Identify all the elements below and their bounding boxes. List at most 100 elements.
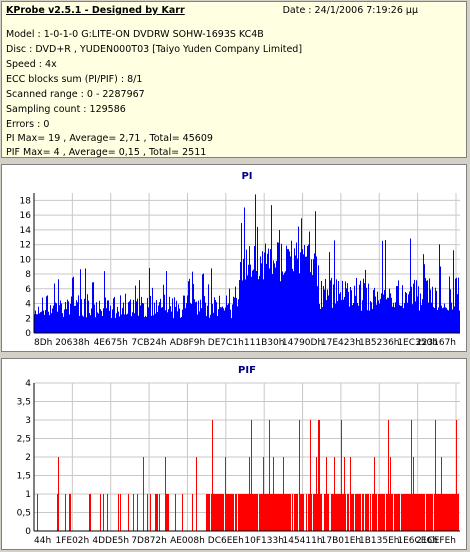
- data-bar: [249, 246, 250, 333]
- data-bar: [387, 297, 388, 333]
- data-bar: [417, 296, 418, 333]
- data-bar: [326, 457, 327, 531]
- data-bar: [252, 270, 253, 333]
- data-bar: [450, 289, 451, 333]
- data-bar: [293, 271, 294, 333]
- y-tick-label: 1,5: [17, 472, 31, 482]
- data-bar: [345, 281, 346, 333]
- data-bar: [118, 494, 119, 531]
- data-bar: [364, 283, 365, 333]
- data-bar: [428, 494, 429, 531]
- data-bar: [181, 316, 182, 333]
- data-bar: [278, 242, 279, 333]
- data-bar: [376, 304, 377, 333]
- data-bar: [399, 304, 400, 333]
- data-bar: [254, 246, 255, 333]
- data-bar: [318, 265, 319, 333]
- data-bar: [336, 279, 337, 333]
- data-bar: [287, 249, 288, 333]
- data-bar: [424, 494, 425, 531]
- data-bar: [221, 494, 222, 531]
- data-bar: [325, 494, 326, 531]
- data-bar: [242, 280, 243, 333]
- data-bar: [350, 287, 351, 333]
- data-bar: [195, 302, 196, 333]
- data-bar: [276, 494, 277, 531]
- data-bar: [405, 291, 406, 333]
- data-bar: [120, 494, 121, 531]
- data-bar: [353, 303, 354, 333]
- data-bar: [179, 308, 180, 333]
- data-bar: [408, 494, 409, 531]
- data-bar: [171, 311, 172, 333]
- data-bar: [46, 296, 47, 333]
- data-bar: [223, 494, 224, 531]
- data-bar: [190, 302, 191, 333]
- data-bar: [260, 494, 261, 531]
- data-bar: [116, 313, 117, 333]
- data-bar: [210, 314, 211, 333]
- data-bar: [65, 301, 66, 333]
- data-bar: [311, 259, 312, 333]
- data-bar: [418, 494, 419, 531]
- data-bar: [356, 277, 357, 333]
- data-bar: [146, 316, 147, 333]
- data-bar: [385, 239, 386, 333]
- data-bar: [368, 283, 369, 333]
- data-bar: [168, 494, 169, 531]
- data-bar: [204, 296, 205, 333]
- data-bar: [176, 300, 177, 333]
- data-bar: [276, 260, 277, 333]
- data-bar: [313, 494, 314, 531]
- data-bar: [458, 494, 459, 531]
- y-tick-label: 3: [25, 416, 31, 426]
- data-bar: [205, 302, 206, 333]
- data-bar: [272, 494, 273, 531]
- y-tick-label: 14: [20, 226, 32, 236]
- data-bar: [381, 293, 382, 333]
- data-bar: [267, 253, 268, 333]
- data-bar: [122, 308, 123, 333]
- data-bar: [245, 279, 246, 333]
- data-bar: [386, 494, 387, 531]
- data-bar: [55, 302, 56, 333]
- data-bar: [457, 494, 458, 531]
- data-bar: [226, 295, 227, 333]
- data-bar: [253, 494, 254, 531]
- data-bar: [107, 494, 108, 531]
- data-bar: [436, 494, 437, 531]
- data-bar: [37, 494, 38, 531]
- data-bar: [202, 274, 203, 333]
- data-bar: [329, 252, 330, 333]
- data-bar: [322, 307, 323, 333]
- data-bar: [48, 311, 49, 333]
- data-bar: [244, 207, 245, 333]
- data-bar: [443, 494, 444, 531]
- data-bar: [405, 494, 406, 531]
- data-bar: [432, 494, 433, 531]
- data-bar: [359, 284, 360, 333]
- data-bar: [286, 245, 287, 333]
- data-bar: [65, 494, 66, 531]
- data-bar: [349, 306, 350, 333]
- data-bar: [455, 494, 456, 531]
- data-bar: [188, 281, 189, 333]
- data-bar: [38, 306, 39, 333]
- data-bar: [166, 494, 167, 531]
- data-bar: [208, 284, 209, 333]
- data-bar: [330, 280, 331, 333]
- data-bar: [263, 279, 264, 333]
- data-bar: [458, 277, 459, 333]
- data-bar: [257, 226, 258, 333]
- speed-line: Speed : 4x: [6, 59, 57, 70]
- data-bar: [151, 315, 152, 333]
- data-bar: [147, 494, 148, 531]
- data-bar: [267, 494, 268, 531]
- data-bar: [274, 263, 275, 333]
- chart-title: PIF: [238, 365, 256, 376]
- data-bar: [83, 316, 84, 333]
- disc-line: Disc : DVD+R , YUDEN000T03 [Taiyo Yuden …: [6, 44, 303, 55]
- data-bar: [234, 297, 235, 333]
- y-tick-label: 18: [20, 196, 32, 206]
- data-bar: [45, 309, 46, 333]
